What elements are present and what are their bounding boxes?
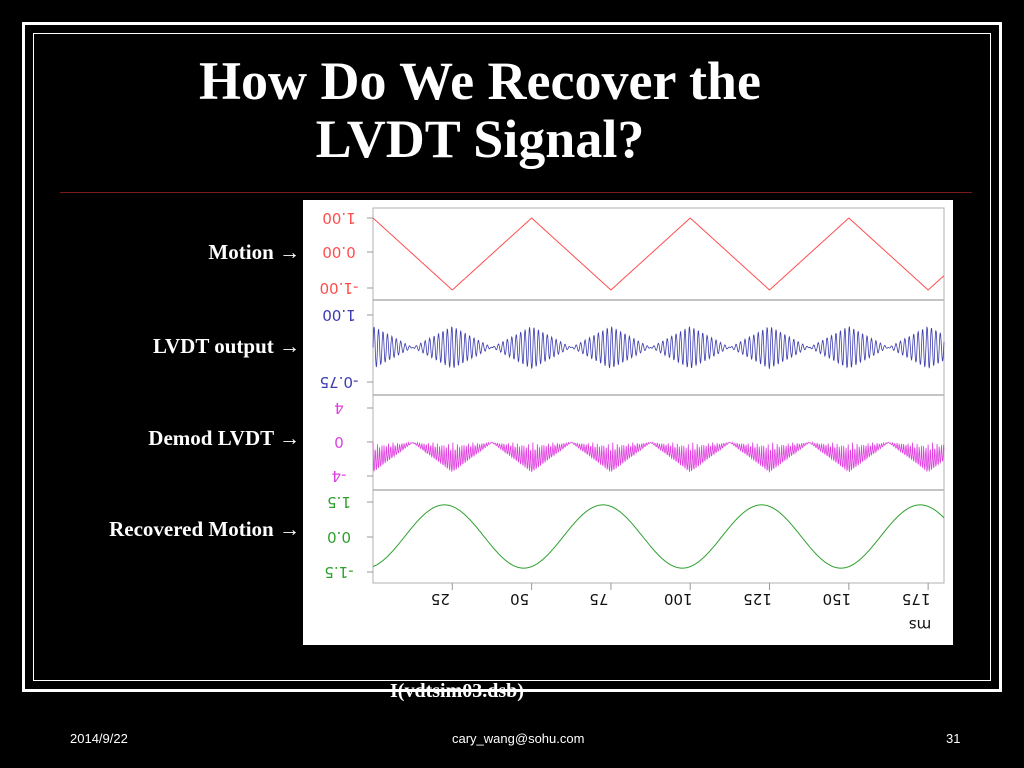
x-tick-label: 175: [902, 590, 931, 608]
y-tick-label: -1.5: [324, 563, 353, 581]
y-tick-label: -4: [332, 467, 347, 485]
x-tick-label: 150: [823, 590, 852, 608]
y-tick-label: -0.75: [320, 373, 359, 391]
x-tick-label: 75: [589, 590, 608, 608]
series-line-3: [372, 441, 945, 473]
row-label-demod-lvdt: Demod LVDT →: [148, 426, 300, 450]
row-label-lvdt-output: LVDT output →: [152, 334, 300, 358]
y-tick-label: -1.00: [320, 279, 359, 297]
waveform-chart: 1.00 0.00 -1.00 1.00 -0.75 4 0 -4 1.5 0.0 -1.5 25 50…: [320, 207, 945, 634]
footer-date: 2014/9/22: [70, 731, 128, 746]
y-tick-label: 1.00: [322, 306, 355, 324]
x-tick-label: 50: [510, 590, 529, 608]
x-tick-label: 125: [743, 590, 772, 608]
slide-frame-outer: [22, 22, 1002, 692]
figure-caption: I(vdtsim03.dsb): [390, 680, 524, 702]
plot-area: 1.00 0.00 -1.00 1.00 -0.75 4 0 -4 1.5 0.0 -1.5 25 50…: [303, 200, 953, 645]
series-line-4: [372, 504, 945, 569]
y-tick-label: 0.00: [322, 243, 355, 261]
title-line-2: LVDT Signal?: [315, 109, 645, 169]
footer-email: cary_wang@sohu.com: [452, 731, 585, 746]
y-tick-label: 0: [334, 433, 344, 451]
slide-title: How Do We Recover the LVDT Signal?: [100, 52, 860, 168]
y-tick-label: 0.0: [327, 528, 351, 546]
row-label-recovered-motion: Recovered Motion →: [109, 517, 300, 541]
title-line-1: How Do We Recover the: [199, 51, 761, 111]
series-line-1: [372, 217, 945, 291]
x-unit-label: ms: [909, 616, 932, 634]
title-divider: [60, 192, 972, 193]
footer-page-number: 31: [946, 731, 961, 746]
y-tick-label: 1.00: [322, 209, 355, 227]
y-tick-label: 1.5: [327, 493, 351, 511]
slide-frame-inner: [33, 33, 991, 681]
x-tick-label: 25: [431, 590, 450, 608]
row-label-motion: Motion →: [208, 240, 300, 264]
series-line-2: [372, 326, 945, 369]
x-tick-label: 100: [664, 590, 693, 608]
y-tick-label: 4: [334, 399, 344, 417]
